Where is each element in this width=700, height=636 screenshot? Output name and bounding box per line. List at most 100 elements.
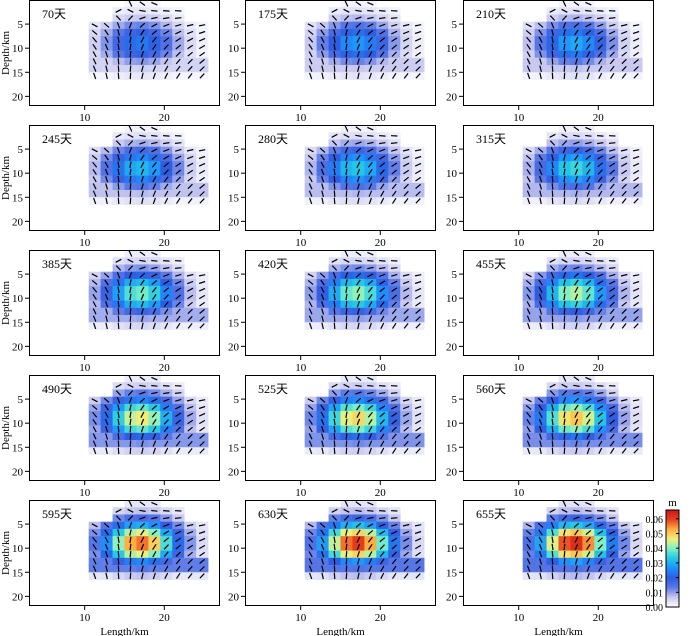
slip-vector	[343, 140, 350, 146]
x-tick-label: 20	[159, 237, 171, 249]
slip-vector	[573, 16, 580, 20]
slip-vector	[415, 58, 421, 64]
slip-vector	[632, 280, 640, 285]
slip-vector	[321, 433, 325, 440]
slip-vector	[563, 190, 566, 197]
slip-vector	[139, 259, 146, 262]
slip-vector	[129, 447, 132, 455]
y-tick-label: 10	[228, 168, 240, 180]
slip-vector	[609, 315, 615, 322]
slip-vector	[585, 23, 592, 28]
slip-vector	[609, 183, 615, 190]
slip-vector	[345, 529, 348, 536]
slip-vector	[597, 287, 604, 293]
slip-vector	[332, 147, 337, 154]
slip-vector	[152, 65, 157, 72]
slip-vector	[551, 161, 554, 169]
slip-vector	[368, 551, 373, 558]
slip-vector	[356, 43, 361, 51]
slip-vector	[175, 197, 181, 204]
slip-vector	[609, 322, 615, 329]
panel-frame	[29, 500, 220, 606]
slip-vector	[574, 433, 578, 440]
slip-vector	[140, 168, 145, 176]
slip-vector	[608, 392, 616, 394]
slip-vector	[186, 30, 194, 35]
slip-vector	[163, 135, 170, 137]
slip-vector	[609, 530, 616, 535]
slip-vector	[538, 154, 543, 161]
slip-vector	[379, 412, 386, 418]
slip-vector	[574, 161, 579, 168]
slip-vector	[391, 287, 398, 293]
slip-vector	[379, 44, 385, 50]
slip-vector	[526, 411, 532, 418]
slip-vector	[321, 58, 325, 65]
slip-vector	[199, 433, 205, 439]
slip-vector	[620, 155, 628, 160]
slip-vector	[367, 279, 374, 286]
slip-vector	[549, 258, 556, 263]
slip-vector	[403, 323, 409, 329]
slip-vector	[379, 162, 386, 168]
slip-vector	[187, 544, 194, 550]
y-tick-label: 5	[452, 519, 458, 531]
slip-vector	[355, 22, 362, 28]
slip-vector	[175, 419, 182, 425]
slip-vector	[356, 551, 360, 558]
slip-vector	[105, 322, 108, 330]
slip-vector	[391, 44, 398, 50]
slip-vector	[380, 565, 385, 572]
slip-vector	[549, 390, 556, 396]
slip-vector	[343, 265, 350, 271]
panel-time-label: 560天	[476, 382, 506, 396]
slip-vector	[562, 500, 567, 507]
slip-vector	[597, 142, 604, 145]
slip-vector	[633, 66, 639, 72]
slip-vector	[633, 573, 639, 579]
slip-vector	[525, 148, 532, 153]
slip-vector	[573, 134, 580, 137]
slip-vector	[116, 522, 121, 529]
slip-vector	[344, 147, 349, 154]
slip-vector	[333, 161, 336, 169]
slip-vector	[104, 411, 109, 418]
slip-vector	[575, 315, 578, 322]
slip-vector	[151, 141, 158, 145]
slip-vector	[332, 522, 337, 529]
slip-vector	[343, 258, 350, 263]
slip-vector	[368, 572, 372, 580]
slip-vector	[538, 161, 543, 168]
slip-vector	[333, 418, 336, 426]
slip-vector	[175, 537, 182, 543]
panel-frame	[29, 0, 220, 106]
slip-vector	[345, 425, 348, 433]
colorbar-segment	[666, 539, 679, 542]
slip-vector	[140, 536, 145, 543]
slip-vector	[598, 197, 603, 204]
slip-vector	[538, 29, 543, 36]
slip-vector	[367, 523, 374, 528]
slip-vector	[92, 543, 97, 550]
panel-time-label: 525天	[258, 382, 288, 396]
slip-vector	[380, 322, 385, 329]
slip-vector	[187, 44, 194, 50]
slip-vector	[525, 398, 532, 403]
slip-vector	[391, 523, 398, 527]
slip-vector	[152, 183, 157, 190]
slip-vector	[633, 419, 640, 425]
slip-vector	[139, 134, 146, 137]
slip-vector	[103, 397, 110, 403]
x-tick-label: 20	[159, 612, 171, 624]
x-tick-label: 20	[593, 237, 605, 249]
slip-vector	[141, 322, 144, 330]
slip-vector	[368, 440, 373, 447]
slip-vector	[164, 572, 169, 579]
slip-vector	[609, 44, 616, 50]
slip-vector	[585, 376, 592, 381]
slip-vector	[152, 308, 157, 315]
slip-vector	[415, 544, 422, 550]
slip-vector	[175, 572, 181, 579]
